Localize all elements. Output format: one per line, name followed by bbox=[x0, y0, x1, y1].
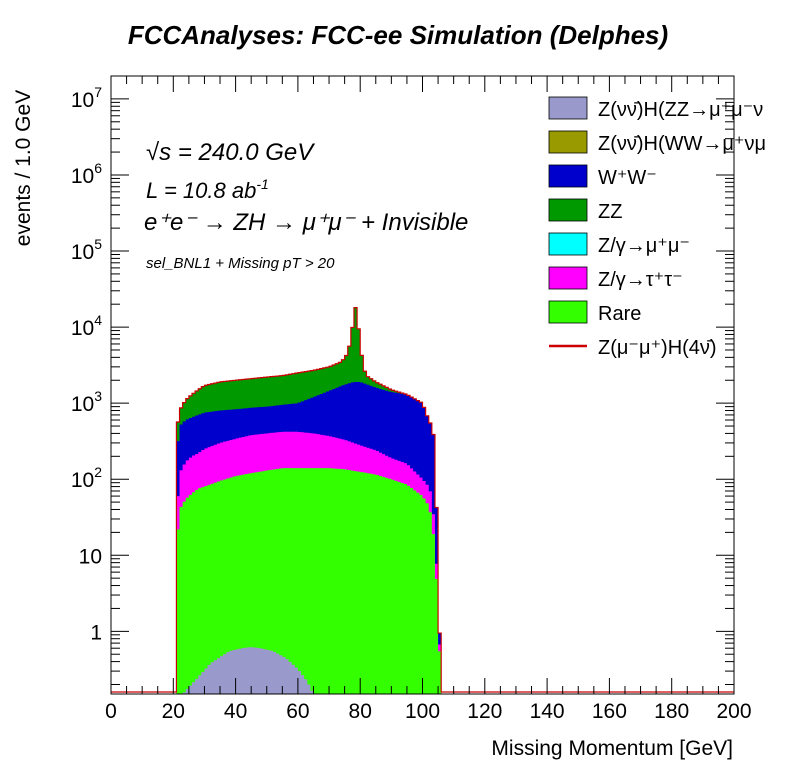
y-tick-label: 103 bbox=[71, 388, 102, 416]
x-tick-label: 180 bbox=[654, 700, 689, 723]
legend-label-5: Z/γ→τ⁺τ⁻ bbox=[598, 269, 683, 291]
legend-swatch-2 bbox=[548, 164, 588, 188]
x-tick-label: 120 bbox=[467, 700, 502, 723]
annotation-lumi: L = 10.8 ab-1 bbox=[146, 176, 269, 203]
annotation-selection: sel_BNL1 + Missing pT > 20 bbox=[146, 255, 335, 272]
y-tick-label: 10 bbox=[79, 545, 102, 568]
legend-swatch-0 bbox=[548, 96, 588, 120]
x-tick-label: 100 bbox=[405, 700, 440, 723]
x-tick-label: 0 bbox=[105, 700, 117, 723]
legend-label-0: Z(νν̄)H(ZZ→μ⁺μ⁻ν bbox=[598, 99, 763, 121]
legend-swatch-4 bbox=[548, 232, 588, 256]
signal-hzz-area bbox=[182, 647, 317, 694]
annotation-process: e⁺e⁻ → ZH → μ⁺μ⁻ + Invisible bbox=[144, 209, 468, 236]
y-tick-label: 1 bbox=[90, 621, 102, 644]
legend-label-3: ZZ bbox=[598, 201, 622, 223]
y-tick-label: 105 bbox=[71, 236, 102, 264]
legend-label-6: Rare bbox=[598, 303, 641, 325]
legend-swatch-5 bbox=[548, 266, 588, 290]
y-tick-label: 104 bbox=[71, 312, 102, 340]
legend-swatch-3 bbox=[548, 198, 588, 222]
x-tick-label: 40 bbox=[224, 700, 247, 723]
x-tick-label: 20 bbox=[162, 700, 185, 723]
legend-label-1: Z(νν̄)H(WW→μ⁺νμ bbox=[598, 133, 766, 155]
y-tick-label: 102 bbox=[71, 464, 102, 492]
y-axis-label: events / 1.0 GeV bbox=[12, 90, 35, 246]
legend-swatch-1 bbox=[548, 130, 588, 154]
legend-swatch-6 bbox=[548, 300, 588, 324]
x-tick-label: 160 bbox=[592, 700, 627, 723]
stack-area-3 bbox=[173, 468, 445, 694]
x-tick-label: 200 bbox=[716, 700, 751, 723]
signal-line bbox=[111, 306, 734, 693]
legend-label-4: Z/γ→μ⁺μ⁻ bbox=[598, 235, 690, 257]
y-tick-label: 106 bbox=[71, 160, 102, 188]
chart-title: FCCAnalyses: FCC-ee Simulation (Delphes) bbox=[127, 20, 669, 50]
legend-label-2: W⁺W⁻ bbox=[598, 167, 657, 189]
x-tick-label: 140 bbox=[530, 700, 565, 723]
legend-label-7: Z(μ⁻μ⁺)H(4ν̄) bbox=[598, 337, 717, 359]
x-tick-label: 80 bbox=[349, 700, 372, 723]
annotation-energy: √s = 240.0 GeV bbox=[146, 139, 315, 166]
y-tick-label: 107 bbox=[71, 84, 102, 112]
x-tick-label: 60 bbox=[286, 700, 309, 723]
x-axis-label: Missing Momentum [GeV] bbox=[491, 737, 733, 760]
